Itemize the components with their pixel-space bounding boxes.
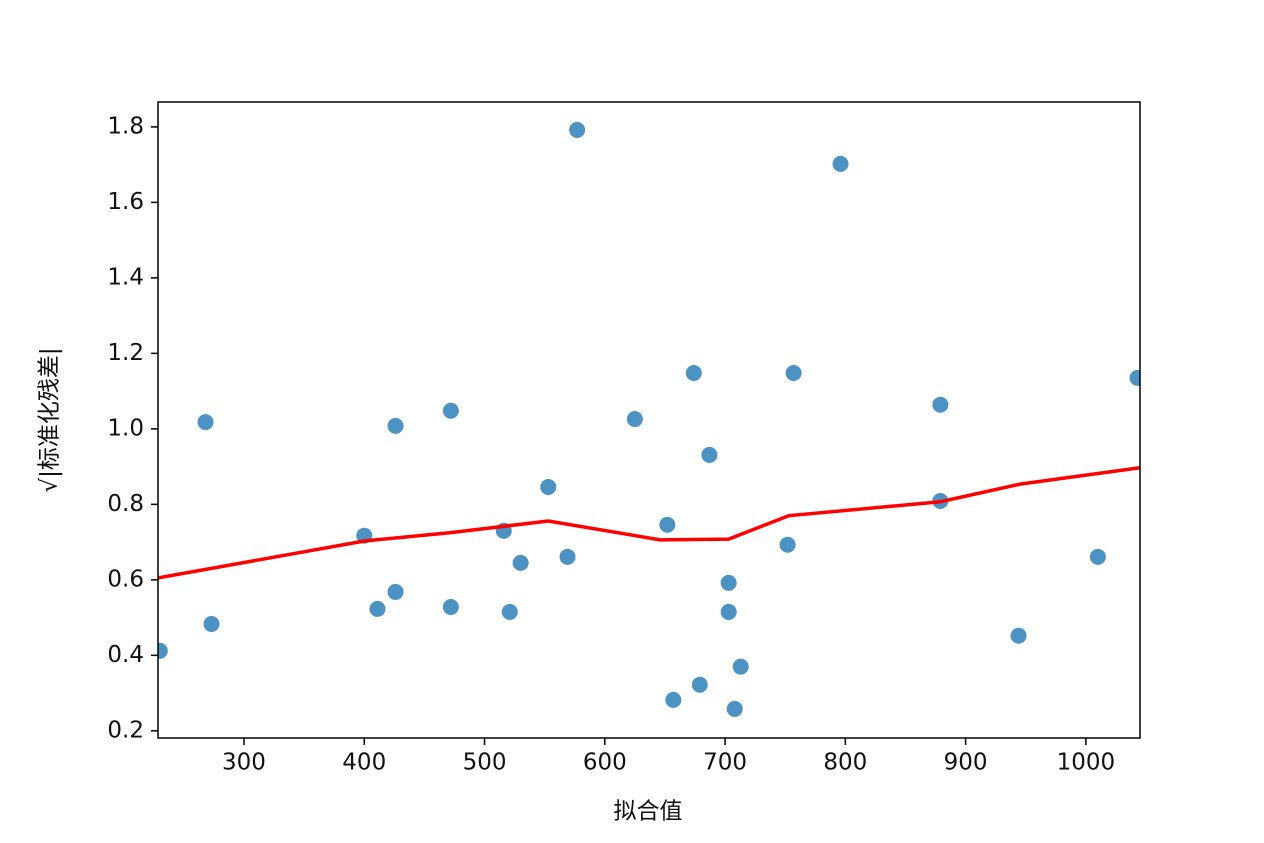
data-point (1010, 627, 1027, 644)
data-point (685, 365, 702, 382)
data-point (197, 414, 214, 431)
x-axis-label: 拟合值 (614, 799, 683, 825)
data-point (442, 402, 459, 419)
x-tick-label: 800 (823, 750, 867, 776)
data-point (732, 658, 749, 675)
y-tick-label: 0.6 (107, 566, 144, 592)
y-tick-label: 1.6 (107, 189, 144, 215)
data-point (720, 603, 737, 620)
x-tick-label: 500 (463, 750, 507, 776)
data-point (701, 446, 718, 463)
data-point (387, 417, 404, 434)
data-point (203, 616, 220, 633)
data-point (1129, 369, 1140, 386)
y-tick-label: 0.4 (107, 642, 144, 668)
smooth-line (158, 466, 1140, 580)
data-point (512, 554, 529, 571)
x-tick-label: 1000 (1057, 750, 1116, 776)
data-point (659, 516, 676, 533)
data-point (559, 548, 576, 565)
data-point (626, 411, 643, 428)
data-point (540, 478, 557, 495)
data-point (501, 603, 518, 620)
data-point (158, 642, 168, 659)
x-tick-label: 900 (944, 750, 988, 776)
data-point (665, 691, 682, 708)
data-point (1089, 548, 1106, 565)
y-tick-label: 1.0 (107, 415, 144, 441)
x-tick-label: 600 (583, 750, 627, 776)
y-tick-label: 0.8 (107, 491, 144, 517)
data-point (832, 155, 849, 172)
y-tick-label: 1.2 (107, 340, 144, 366)
data-point (720, 574, 737, 591)
x-tick-label: 300 (222, 750, 266, 776)
data-point (569, 121, 586, 138)
data-point (726, 700, 743, 717)
y-tick-label: 0.2 (107, 717, 144, 743)
data-point (779, 536, 796, 553)
data-point (691, 676, 708, 693)
y-tick-label: 1.4 (107, 264, 144, 290)
data-point (785, 365, 802, 382)
x-tick-label: 400 (342, 750, 386, 776)
data-point (369, 600, 386, 617)
y-tick-label: 1.8 (107, 113, 144, 139)
data-point (387, 583, 404, 600)
y-axis-label: √|标准化残差| (37, 347, 63, 492)
x-tick-label: 700 (703, 750, 747, 776)
plot-frame (157, 101, 1141, 739)
data-point (932, 396, 949, 413)
data-point (442, 599, 459, 616)
